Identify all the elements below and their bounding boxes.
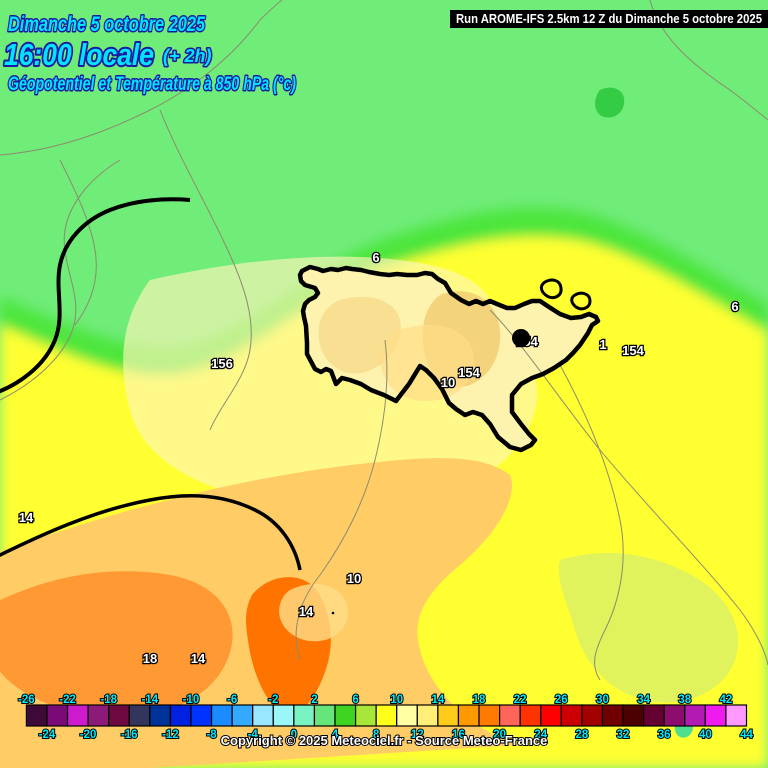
svg-text:6: 6 xyxy=(731,299,738,314)
svg-text:-2: -2 xyxy=(268,694,278,706)
svg-text:-6: -6 xyxy=(227,694,237,706)
svg-text:42: 42 xyxy=(720,694,733,706)
svg-text:14: 14 xyxy=(431,694,444,706)
svg-text:22: 22 xyxy=(514,694,527,706)
svg-text:-14: -14 xyxy=(142,694,159,706)
svg-text:-10: -10 xyxy=(183,694,200,706)
svg-text:10: 10 xyxy=(347,571,361,586)
svg-text:-8: -8 xyxy=(206,729,217,741)
svg-text:Copyright © 2025 Meteociel.fr: Copyright © 2025 Meteociel.fr - Source M… xyxy=(221,733,548,748)
svg-text:156: 156 xyxy=(211,356,233,371)
svg-text:6: 6 xyxy=(372,250,379,265)
svg-text:10: 10 xyxy=(390,694,403,706)
svg-text:-12: -12 xyxy=(162,729,179,741)
svg-text:16:00 locale: 16:00 locale xyxy=(4,37,154,72)
svg-text:30: 30 xyxy=(596,694,609,706)
svg-text:38: 38 xyxy=(678,694,691,706)
svg-text:-24: -24 xyxy=(39,729,56,741)
svg-text:Dimanche 5 octobre 2025: Dimanche 5 octobre 2025 xyxy=(8,13,205,36)
svg-text:28: 28 xyxy=(576,729,589,741)
svg-text:14: 14 xyxy=(19,510,34,525)
svg-text:2: 2 xyxy=(311,694,317,706)
svg-text:154: 154 xyxy=(458,365,480,380)
svg-text:(+ 2h): (+ 2h) xyxy=(163,46,212,66)
svg-text:154: 154 xyxy=(622,343,644,358)
svg-text:Géopotentiel et Température à: Géopotentiel et Température à 850 hPa (°… xyxy=(8,74,296,95)
svg-text:1: 1 xyxy=(599,337,606,352)
svg-text:34: 34 xyxy=(637,694,650,706)
svg-text:-18: -18 xyxy=(100,694,117,706)
svg-text:32: 32 xyxy=(617,729,630,741)
svg-text:-16: -16 xyxy=(121,729,138,741)
svg-text:40: 40 xyxy=(699,729,712,741)
svg-text:18: 18 xyxy=(143,651,157,666)
svg-text:Run AROME-IFS 2.5km 12 Z du Di: Run AROME-IFS 2.5km 12 Z du Dimanche 5 o… xyxy=(456,12,762,26)
svg-text:44: 44 xyxy=(740,729,753,741)
svg-text:36: 36 xyxy=(658,729,671,741)
svg-text:10: 10 xyxy=(441,375,455,390)
svg-text:-26: -26 xyxy=(18,694,35,706)
svg-text:-20: -20 xyxy=(80,729,97,741)
svg-text:14: 14 xyxy=(191,651,206,666)
svg-text:-22: -22 xyxy=(59,694,76,706)
svg-text:6: 6 xyxy=(352,694,358,706)
svg-text:18: 18 xyxy=(473,694,486,706)
svg-text:26: 26 xyxy=(555,694,568,706)
svg-text:14: 14 xyxy=(299,604,314,619)
